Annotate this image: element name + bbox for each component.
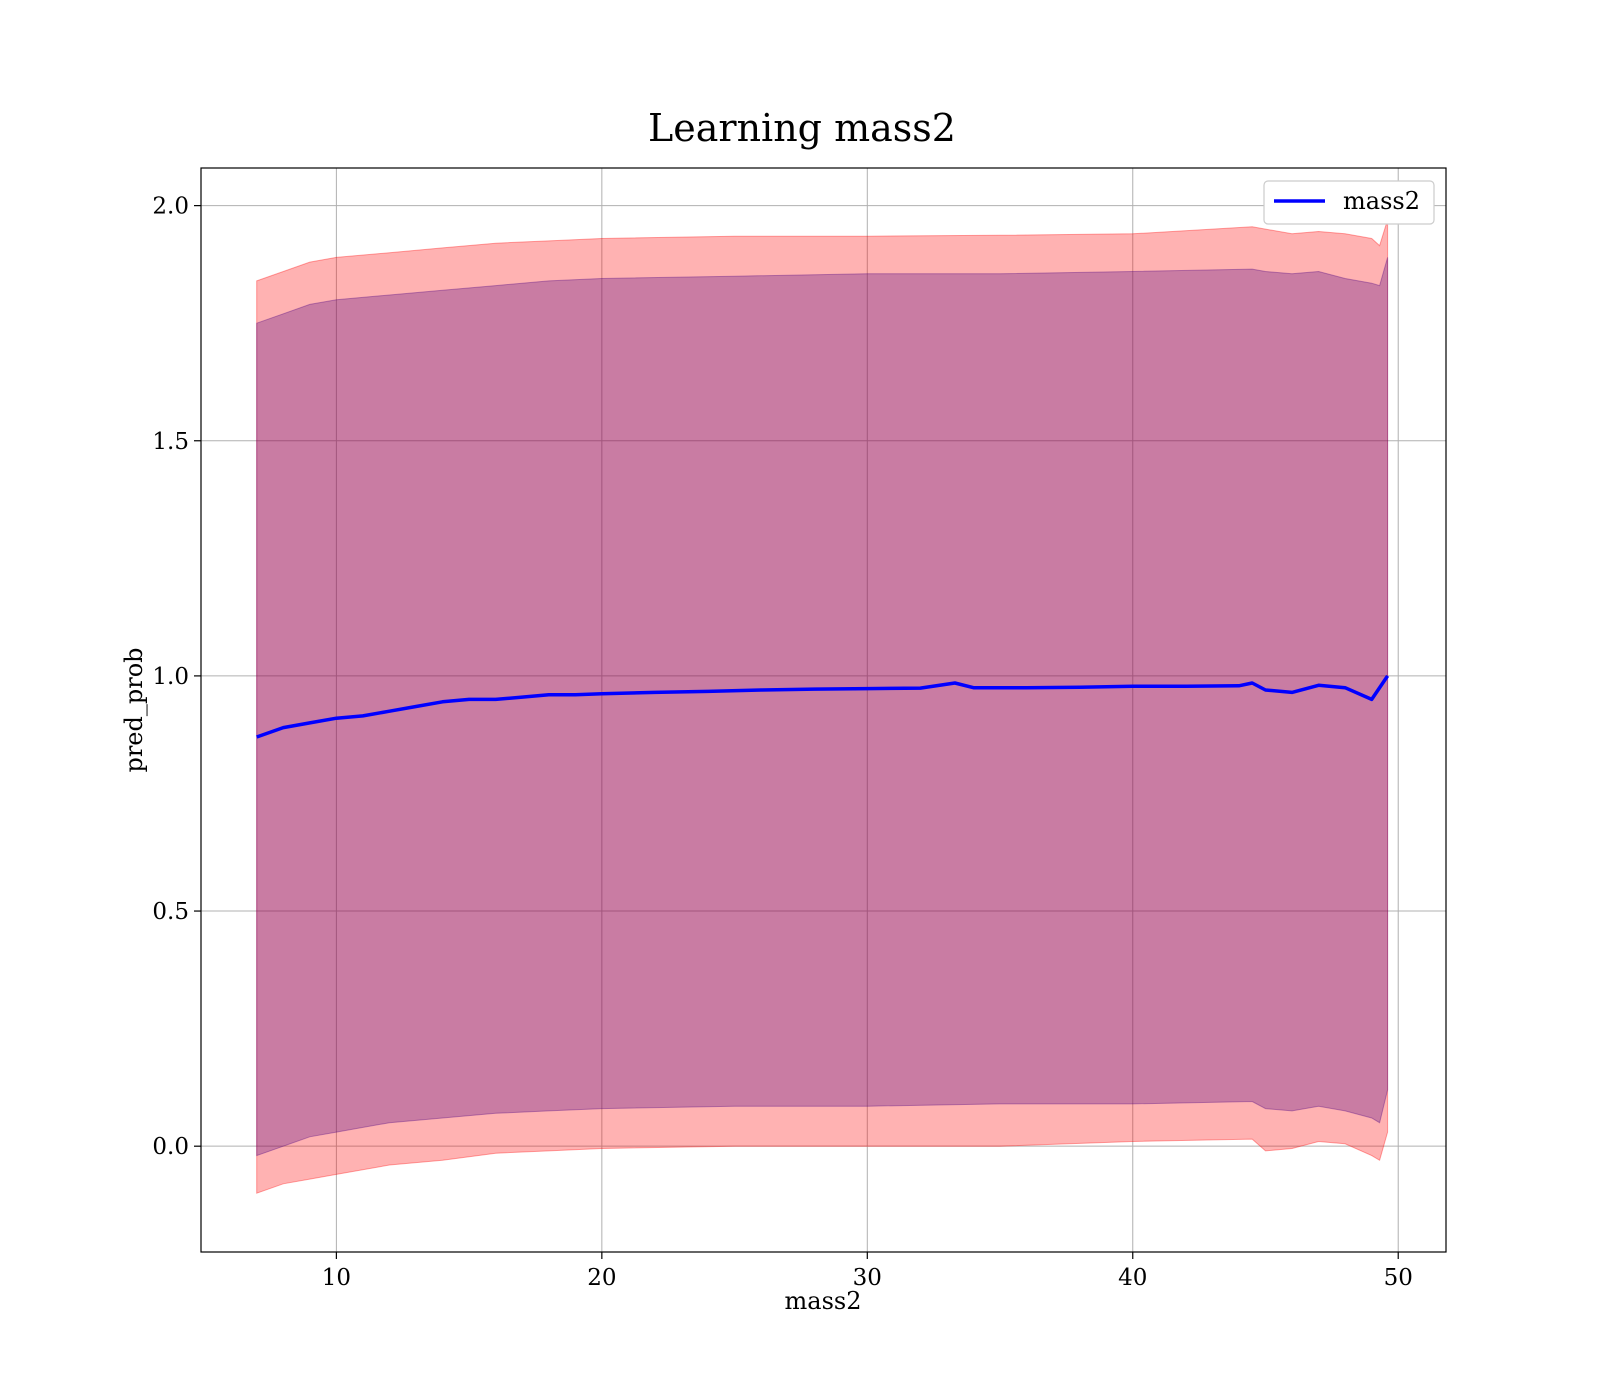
grid [201,168,1446,1252]
legend-label: mass2 [1343,187,1420,215]
x-tick-label-4: 50 [1384,1265,1413,1291]
chart-title: Learning mass2 [648,106,956,150]
y-tick-label-2: 1.0 [152,664,189,690]
y-tick-label-4: 2.0 [152,194,189,220]
x-tick-label-3: 40 [1118,1265,1147,1291]
x-tick-label-2: 30 [853,1265,882,1291]
plot-frame [200,167,1447,1253]
y-axis-label: pred_prob [120,647,148,772]
y-tick-label-0: 0.0 [152,1134,189,1160]
bands [256,219,1389,1194]
y-ticks: 0.0 0.5 1.0 1.5 2.0 [152,194,201,1160]
band-std [256,219,1389,1194]
legend: mass2 [1263,180,1435,225]
band-inner [256,257,1389,1157]
legend-box [1263,180,1435,225]
x-tick-label-1: 20 [587,1265,616,1291]
y-tick-label-1: 0.5 [152,899,189,925]
x-tick-label-0: 10 [322,1265,351,1291]
y-tick-label-3: 1.5 [152,429,189,455]
series-lines [256,674,1390,739]
x-axis-label: mass2 [785,1287,862,1315]
series-line-mass2 [256,674,1390,739]
x-ticks: 10 20 30 40 50 [322,1252,1413,1291]
